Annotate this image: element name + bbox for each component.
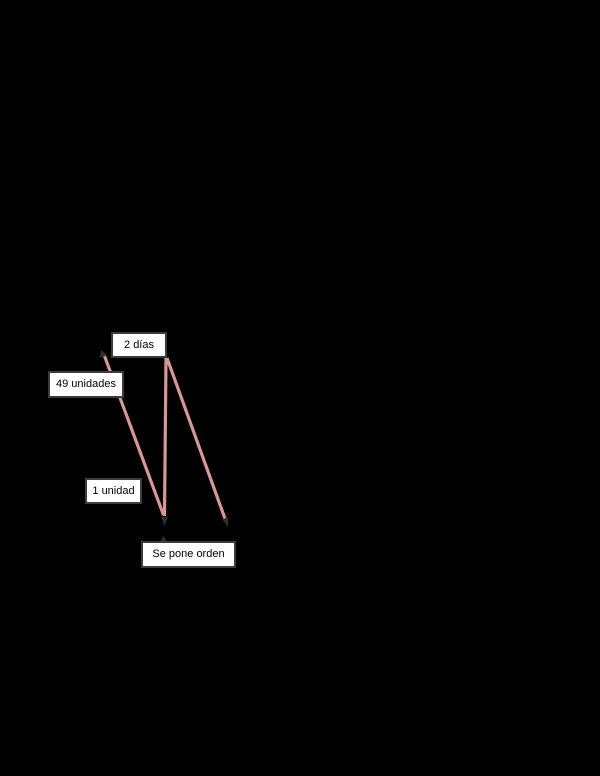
- inventory-decline-line-right: [165, 357, 228, 521]
- arrowhead-up-icon: [99, 350, 108, 358]
- arrowhead-pointer-icon: [160, 536, 167, 541]
- callout-minimum-stock-label: 1 unidad: [92, 484, 135, 497]
- callout-lead-time-label: 2 días: [124, 338, 154, 351]
- arrowhead-down-right-icon: [222, 517, 229, 527]
- callout-reorder-quantity: 49 unidades: [48, 371, 124, 398]
- replenishment-line: [162, 357, 168, 517]
- callout-lead-time: 2 días: [111, 332, 167, 358]
- arrowhead-down-left-icon: [161, 516, 168, 526]
- callout-minimum-stock: 1 unidad: [85, 478, 142, 504]
- callout-order-placed-label: Se pone orden: [152, 548, 225, 560]
- callout-reorder-quantity-label: 49 unidades: [56, 378, 116, 390]
- callout-order-placed: Se pone orden: [141, 541, 236, 568]
